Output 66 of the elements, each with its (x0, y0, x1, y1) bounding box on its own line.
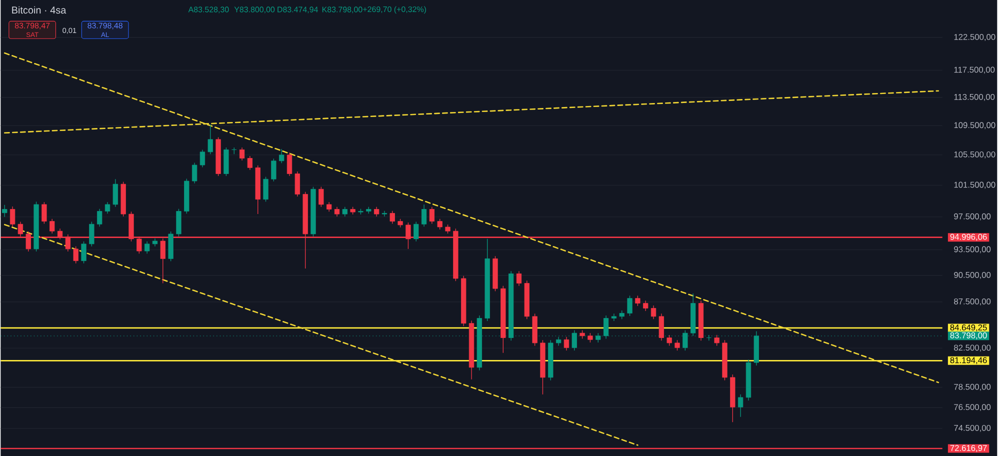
candlestick (390, 210, 395, 224)
y-tick-label: 109.500,00 (954, 122, 996, 129)
y-tick-label: 101.500,00 (954, 182, 996, 189)
candlestick (112, 178, 118, 207)
y-tick-label: 74.500,00 (954, 424, 991, 432)
y-tick-label: 93.500,00 (954, 246, 991, 254)
candlestick (738, 394, 744, 417)
candlestick (97, 208, 102, 227)
candlestick (144, 240, 150, 254)
candlestick (674, 340, 680, 351)
candlestick (286, 152, 292, 176)
y-tick-label: 78.500,00 (954, 384, 991, 391)
y-tick-label: 105.500,00 (954, 151, 996, 158)
y-tick-label: 113.500,00 (954, 94, 995, 101)
candlestick (374, 206, 380, 217)
candlestick (421, 204, 427, 227)
y-tick-label: 76.500,00 (954, 404, 991, 411)
candlestick (437, 218, 442, 230)
candlestick (176, 208, 182, 237)
candlestick (279, 148, 284, 164)
candlestick (10, 206, 16, 227)
candlestick (714, 334, 720, 346)
y-tick-label: 117.500,00 (954, 66, 995, 74)
candlestick (208, 124, 213, 154)
candlestick (192, 162, 198, 184)
ref-line-label: 84.649,25 (950, 324, 987, 332)
y-tick-label: 97.500,00 (954, 213, 991, 220)
candlestick (342, 206, 348, 217)
y-tick-label: 87.500,00 (954, 298, 991, 306)
candlestick (334, 206, 340, 217)
candlestick (414, 221, 419, 242)
candlestick (635, 295, 640, 306)
candlestick (658, 313, 664, 341)
candlestick (50, 218, 55, 234)
candlestick (89, 221, 94, 247)
candlestick (42, 202, 47, 224)
y-tick-label: 122.500,00 (954, 34, 996, 41)
y-tick-label: 82.500,00 (954, 344, 991, 352)
y-tick-label: 90.500,00 (954, 272, 991, 279)
candlestick (382, 210, 388, 217)
candlestick (73, 246, 78, 264)
candlestick (429, 206, 435, 224)
ref-line-label: 81.194,46 (950, 357, 987, 364)
candlestick (271, 158, 276, 182)
candlestick (263, 176, 268, 202)
candlestick (611, 313, 617, 322)
candlestick (326, 202, 332, 212)
candlestick (81, 240, 86, 264)
candlestick (588, 332, 593, 343)
candlestick (516, 270, 522, 286)
candlestick (666, 334, 672, 346)
candlestick (650, 304, 656, 320)
candlestick (247, 155, 253, 170)
candlestick (239, 146, 245, 161)
candlestick (564, 336, 570, 351)
candlestick (318, 186, 324, 207)
text: Bitcoin · 4sa (12, 6, 66, 14)
candlestick (2, 204, 8, 218)
ref-line-label: 72.616,97 (950, 444, 987, 452)
candlestick (104, 202, 110, 214)
candlestick (627, 295, 632, 316)
candlestick (294, 170, 300, 197)
candlestick (643, 300, 648, 312)
ref-line-label: 94.996,06 (950, 234, 987, 241)
candlestick (200, 149, 206, 168)
ref-line-label: 83.798,00 (950, 332, 987, 340)
